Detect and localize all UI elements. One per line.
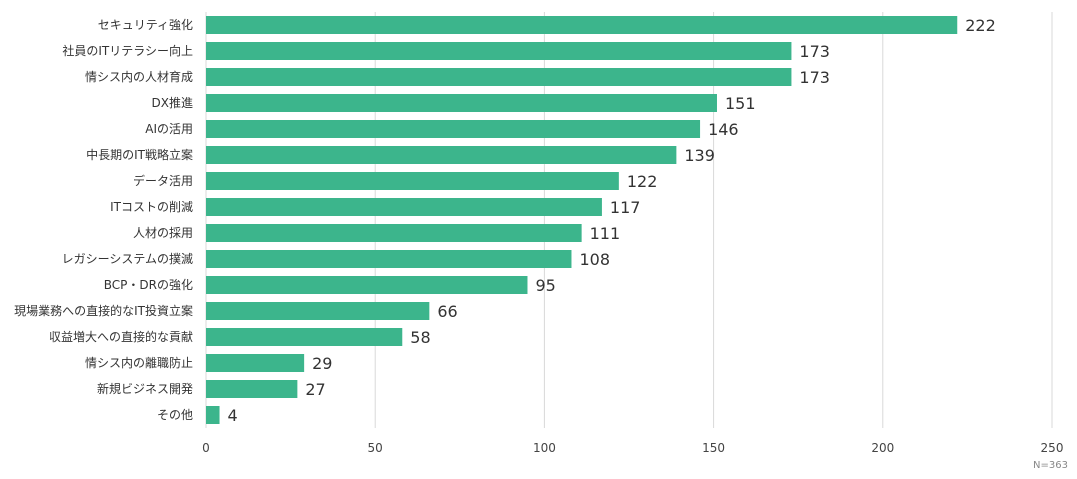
- category-label: レガシーシステムの撲滅: [62, 251, 193, 266]
- bar: [206, 68, 792, 86]
- value-label: 173: [799, 42, 830, 61]
- bar-layer: [206, 16, 958, 424]
- x-tick-label: 200: [871, 441, 894, 455]
- category-label: その他: [157, 408, 193, 422]
- category-label: 新規ビジネス開発: [97, 381, 193, 396]
- value-label: 139: [684, 146, 715, 165]
- bar: [206, 42, 792, 60]
- bar: [206, 328, 403, 346]
- bar: [206, 302, 430, 320]
- value-label: 117: [610, 198, 641, 217]
- label-layer: 0 50 100 150 200 250 セキュリティ強化 222 社員のITリテラシー向上 17…: [14, 16, 1063, 455]
- sample-size-note: N=363: [1033, 460, 1068, 471]
- category-label: セキュリティ強化: [98, 18, 193, 32]
- bar: [206, 406, 220, 424]
- category-label: AIの活用: [145, 122, 193, 136]
- bar: [206, 276, 528, 294]
- bar: [206, 380, 298, 398]
- bar: [206, 224, 582, 242]
- category-label: 社員のITリテラシー向上: [62, 43, 193, 58]
- bar: [206, 120, 701, 138]
- category-label: 人材の採用: [133, 226, 193, 240]
- category-label: BCP・DRの強化: [104, 278, 193, 292]
- category-label: 情シス内の離職防止: [85, 355, 193, 370]
- x-tick-label: 250: [1041, 441, 1064, 455]
- bar: [206, 16, 958, 34]
- category-label: 情シス内の人材育成: [85, 69, 193, 84]
- value-label: 27: [305, 380, 325, 399]
- value-label: 108: [579, 250, 610, 269]
- value-label: 222: [965, 16, 996, 35]
- value-label: 173: [799, 68, 830, 87]
- value-label: 122: [627, 172, 658, 191]
- bar: [206, 146, 677, 164]
- bar: [206, 198, 602, 216]
- value-label: 111: [590, 224, 621, 243]
- x-tick-label: 0: [202, 441, 210, 455]
- value-label: 151: [725, 94, 756, 113]
- value-label: 4: [228, 406, 238, 425]
- category-label: データ活用: [133, 173, 193, 188]
- x-tick-label: 150: [702, 441, 725, 455]
- x-tick-label: 50: [368, 441, 383, 455]
- value-label: 66: [437, 302, 457, 321]
- category-label: 中長期のIT戦略立案: [86, 147, 193, 162]
- value-label: 58: [410, 328, 430, 347]
- category-label: ITコストの削減: [110, 199, 193, 214]
- value-label: 29: [312, 354, 332, 373]
- x-tick-label: 100: [533, 441, 556, 455]
- bar: [206, 354, 305, 372]
- category-label: DX推進: [152, 96, 193, 110]
- bar: [206, 172, 619, 190]
- category-label: 収益増大への直接的な貢献: [49, 329, 193, 344]
- value-label: 95: [535, 276, 555, 295]
- bar: [206, 94, 717, 112]
- value-label: 146: [708, 120, 739, 139]
- bar: [206, 250, 572, 268]
- category-label: 現場業務への直接的なIT投資立案: [14, 303, 193, 318]
